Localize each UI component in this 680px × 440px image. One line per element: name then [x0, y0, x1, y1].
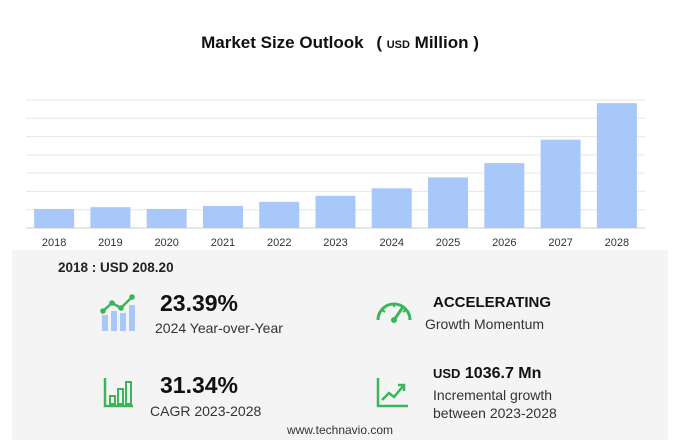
x-tick-label: 2023 — [323, 237, 347, 249]
bar-2019 — [90, 207, 131, 228]
incremental-currency: USD — [433, 366, 461, 381]
momentum-label: Growth Momentum — [425, 316, 545, 332]
cagr-label: CAGR 2023-2028 — [150, 403, 262, 419]
bar-2023 — [315, 195, 356, 228]
incremental-label-2: between 2023-2028 — [433, 405, 557, 421]
momentum-value: ACCELERATING — [433, 294, 552, 311]
incremental-label-1: Incremental growth — [433, 387, 553, 403]
title-main: Market Size Outlook — [201, 33, 364, 52]
x-tick-label: 2022 — [267, 237, 291, 249]
kpi-panel — [12, 250, 668, 440]
bar-2022 — [259, 201, 300, 228]
cagr-value: 31.34% — [160, 372, 239, 398]
bar-2027 — [540, 139, 581, 228]
x-tick-label: 2024 — [380, 237, 404, 249]
x-tick-label: 2028 — [605, 237, 629, 249]
bar-2025 — [428, 177, 469, 228]
incremental-amount: 1036.7 Mn — [464, 365, 542, 382]
x-tick-label: 2020 — [154, 237, 178, 249]
x-tick-label: 2021 — [211, 237, 235, 249]
speedometer-icon — [374, 296, 414, 329]
incremental-value: USD 1036.7 Mn — [433, 365, 541, 383]
x-tick-label: 2018 — [42, 237, 66, 249]
footer-url: www.technavio.com — [286, 423, 394, 437]
bar-2026 — [484, 163, 525, 228]
bar-2018 — [34, 208, 75, 228]
bar-2028 — [596, 103, 637, 228]
yoy-label: 2024 Year-over-Year — [155, 320, 283, 336]
bar-2024 — [371, 188, 412, 228]
yoy-value: 23.39% — [160, 290, 239, 316]
chart-title: Market Size Outlook ( USD Million ) — [0, 33, 680, 53]
bar-2020 — [146, 208, 187, 228]
trend-line-icon — [376, 376, 410, 413]
base-year-label: 2018 : USD 208.20 — [58, 260, 174, 275]
x-tick-label: 2025 — [436, 237, 460, 249]
growth-bars-icon — [100, 293, 142, 338]
bar-chart: 2018 2019 2020 2021 2022 2023 2024 2025 2026 2027… — [26, 99, 645, 249]
x-tick-label: 2019 — [98, 237, 122, 249]
title-unit: ( USD Million ) — [376, 33, 479, 52]
x-tick-label: 2027 — [548, 237, 572, 249]
x-tick-label: 2026 — [492, 237, 516, 249]
bar-2021 — [202, 205, 243, 228]
bar-chart-icon — [103, 376, 135, 413]
